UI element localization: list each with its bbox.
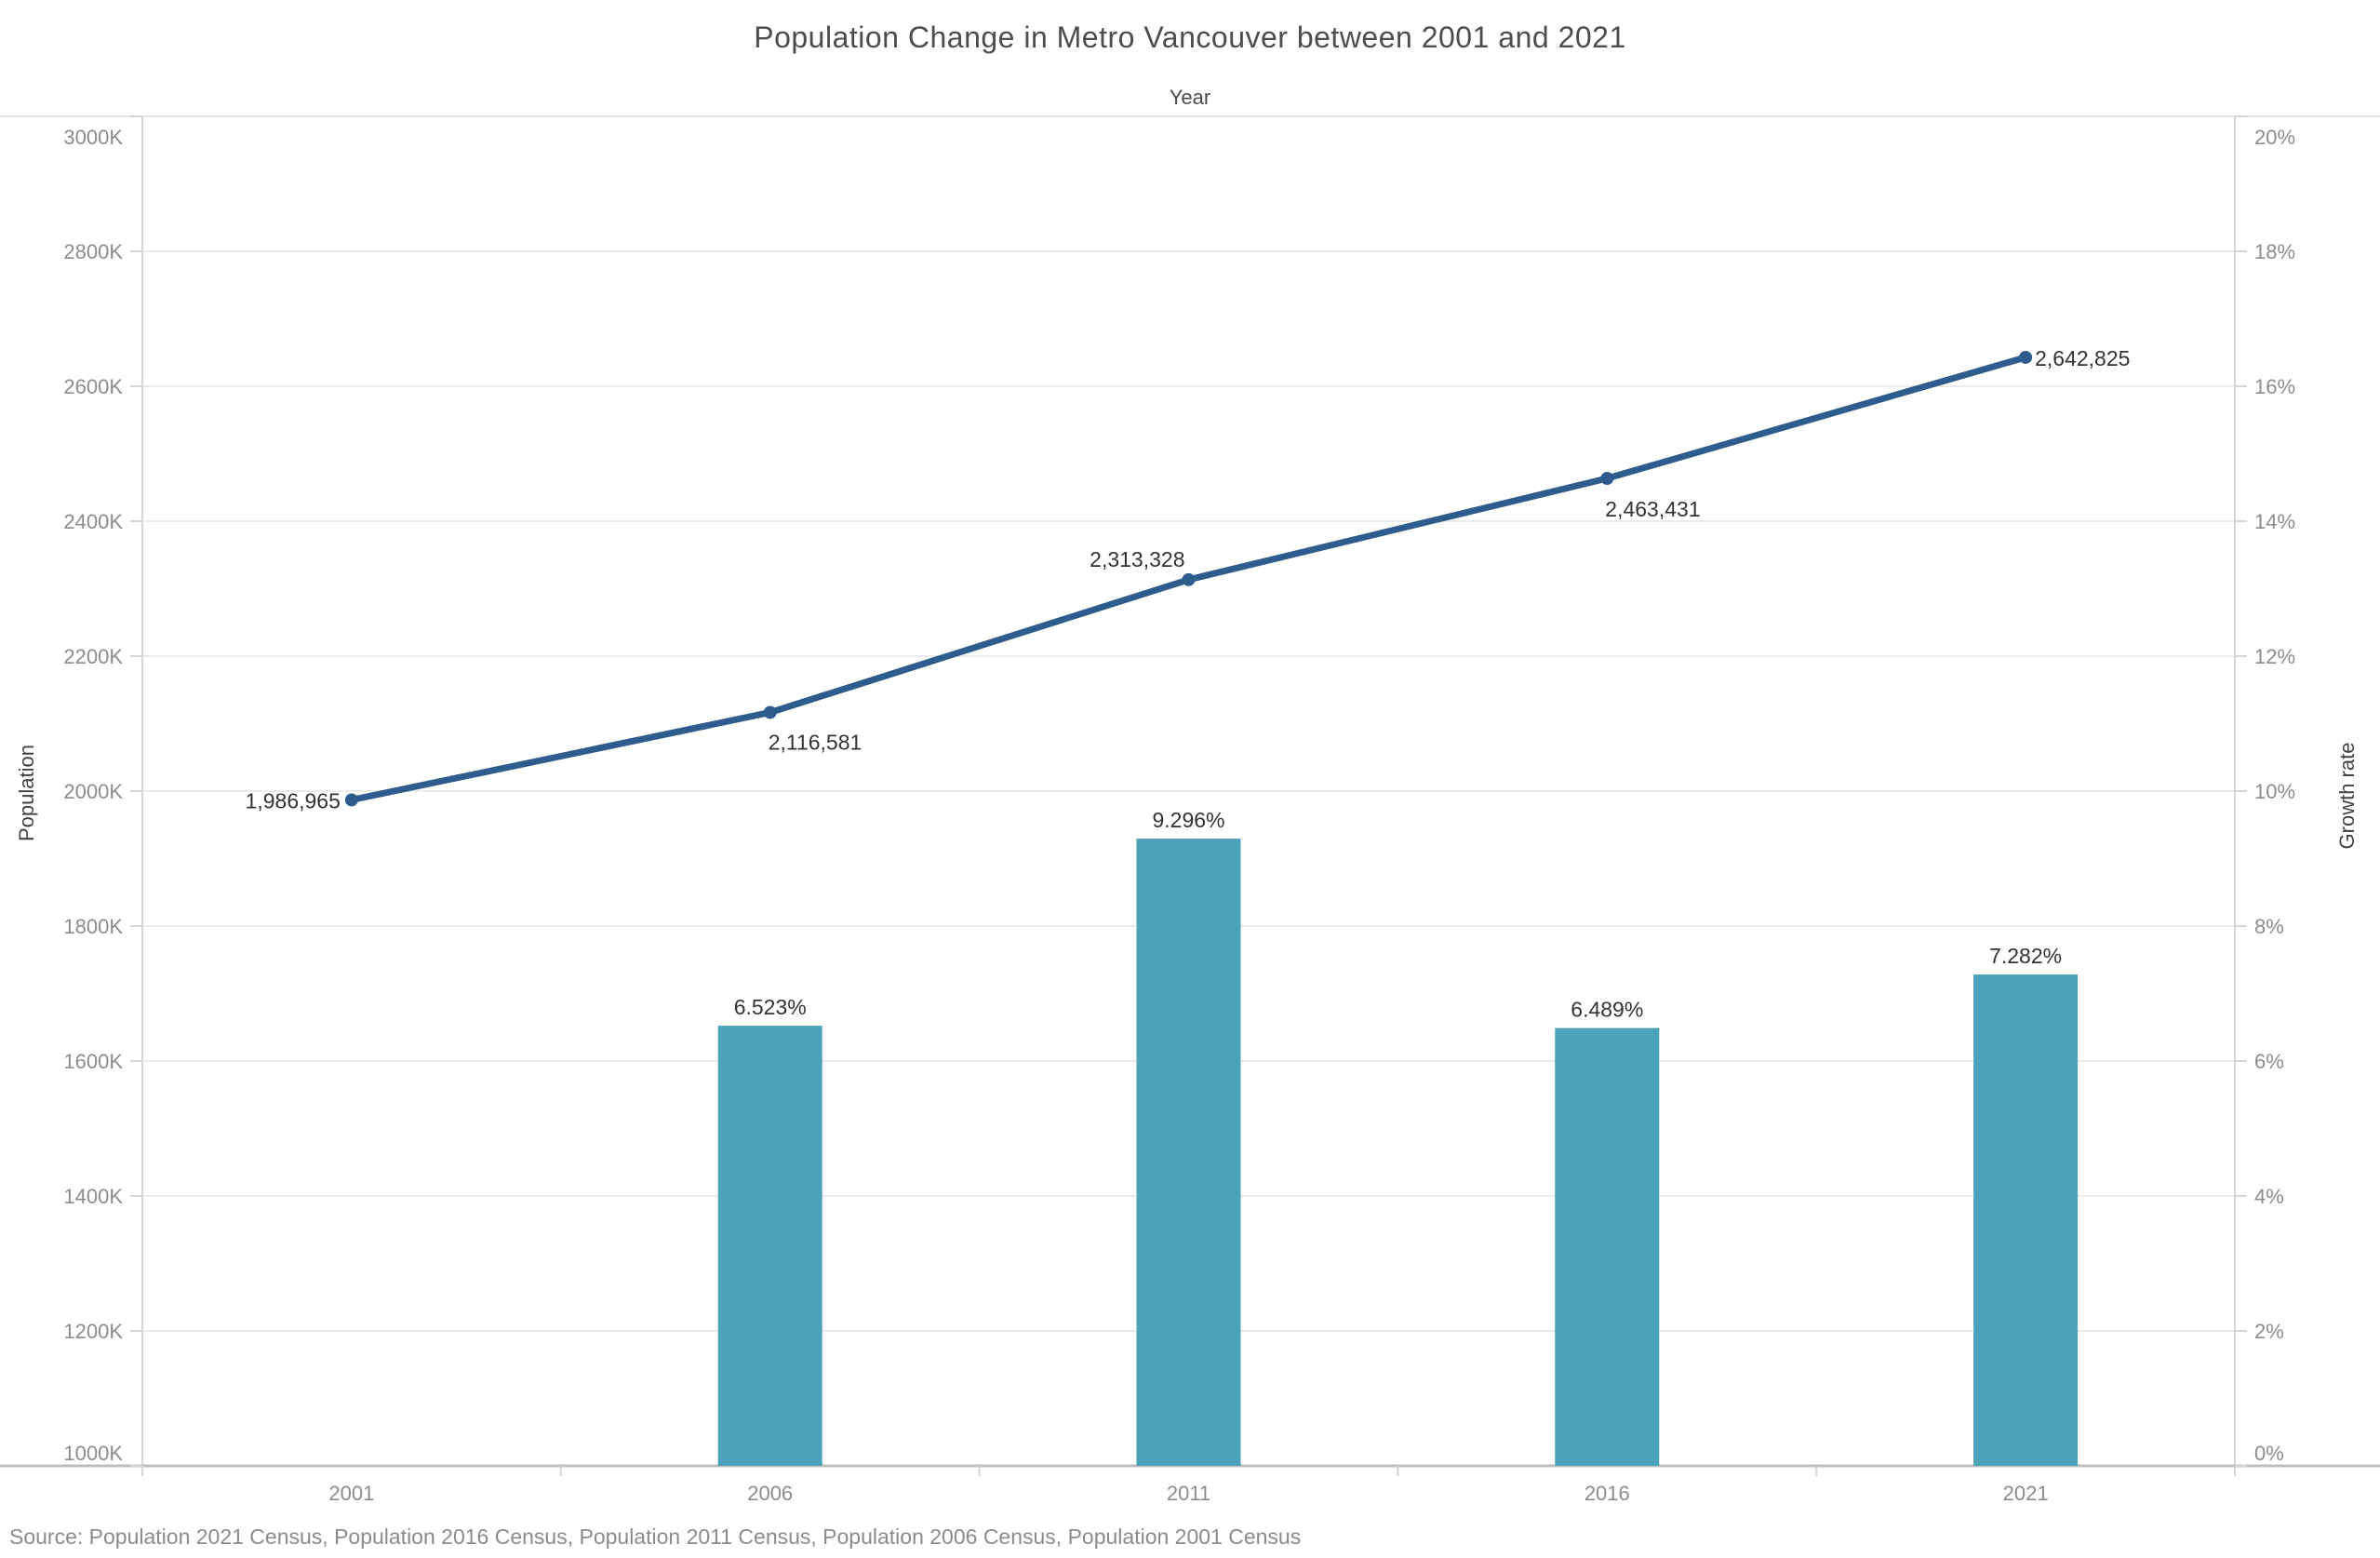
- line-point-2001[interactable]: [344, 793, 358, 807]
- right-axis-tick-label: 4%: [2254, 1185, 2284, 1208]
- line-point-label-2001: 1,986,965: [246, 788, 341, 813]
- bar-label-2016: 6.489%: [1571, 998, 1643, 1022]
- right-axis-tick-label: 10%: [2254, 780, 2295, 803]
- left-axis-tick-label: 2000K: [63, 780, 123, 803]
- right-axis-tick-label: 8%: [2254, 915, 2284, 938]
- x-axis-tick-label: 2021: [2003, 1482, 2049, 1505]
- line-point-2006[interactable]: [763, 705, 777, 719]
- line-point-label-2021: 2,642,825: [2035, 346, 2130, 370]
- left-axis-tick-label: 2200K: [63, 645, 123, 668]
- right-axis-tick-label: 20%: [2254, 126, 2295, 149]
- left-axis-tick-label: 3000K: [63, 126, 123, 149]
- x-axis-tick-label: 2016: [1584, 1482, 1630, 1505]
- right-axis-tick-label: 12%: [2254, 645, 2295, 668]
- x-axis-tick-label: 2001: [328, 1482, 374, 1505]
- bar-2016[interactable]: [1555, 1027, 1660, 1466]
- right-axis-tick-label: 18%: [2254, 240, 2295, 263]
- right-axis-tick-label: 0%: [2254, 1442, 2284, 1465]
- x-axis-title: Year: [1169, 86, 1211, 109]
- left-axis-tick-label: 1400K: [63, 1185, 123, 1208]
- bar-2021[interactable]: [1973, 974, 2079, 1466]
- bar-label-2021: 7.282%: [1989, 944, 2062, 968]
- right-axis-tick-label: 2%: [2254, 1320, 2284, 1343]
- bar-label-2011: 9.296%: [1152, 808, 1224, 832]
- left-axis-tick-label: 2400K: [63, 510, 123, 533]
- bar-2011[interactable]: [1136, 839, 1241, 1466]
- right-axis-tick-label: 16%: [2254, 375, 2295, 398]
- line-point-2011[interactable]: [1182, 572, 1196, 586]
- left-axis-title: Population: [15, 745, 38, 841]
- right-axis-title: Growth rate: [2335, 742, 2359, 850]
- line-point-label-2011: 2,313,328: [1090, 547, 1184, 571]
- chart-title: Population Change in Metro Vancouver bet…: [754, 20, 1626, 54]
- bar-2006[interactable]: [717, 1026, 822, 1466]
- x-axis-tick-label: 2006: [747, 1482, 793, 1505]
- x-axis-tick-label: 2011: [1167, 1482, 1210, 1505]
- line-point-2021[interactable]: [2019, 350, 2033, 364]
- bar-label-2006: 6.523%: [734, 995, 807, 1019]
- left-axis-tick-label: 1200K: [63, 1320, 123, 1343]
- line-point-label-2016: 2,463,431: [1605, 497, 1700, 521]
- line-point-label-2006: 2,116,581: [769, 730, 862, 754]
- left-axis-tick-label: 1600K: [63, 1050, 123, 1073]
- left-axis-tick-label: 2600K: [63, 375, 123, 398]
- source-caption: Source: Population 2021 Census, Populati…: [9, 1524, 1302, 1549]
- right-axis-tick-label: 6%: [2254, 1050, 2284, 1073]
- line-point-2016[interactable]: [1600, 472, 1614, 486]
- left-axis-tick-label: 2800K: [63, 240, 123, 263]
- left-axis-tick-label: 1000K: [63, 1442, 123, 1465]
- right-axis-tick-label: 14%: [2254, 510, 2295, 533]
- left-axis-tick-label: 1800K: [63, 915, 123, 938]
